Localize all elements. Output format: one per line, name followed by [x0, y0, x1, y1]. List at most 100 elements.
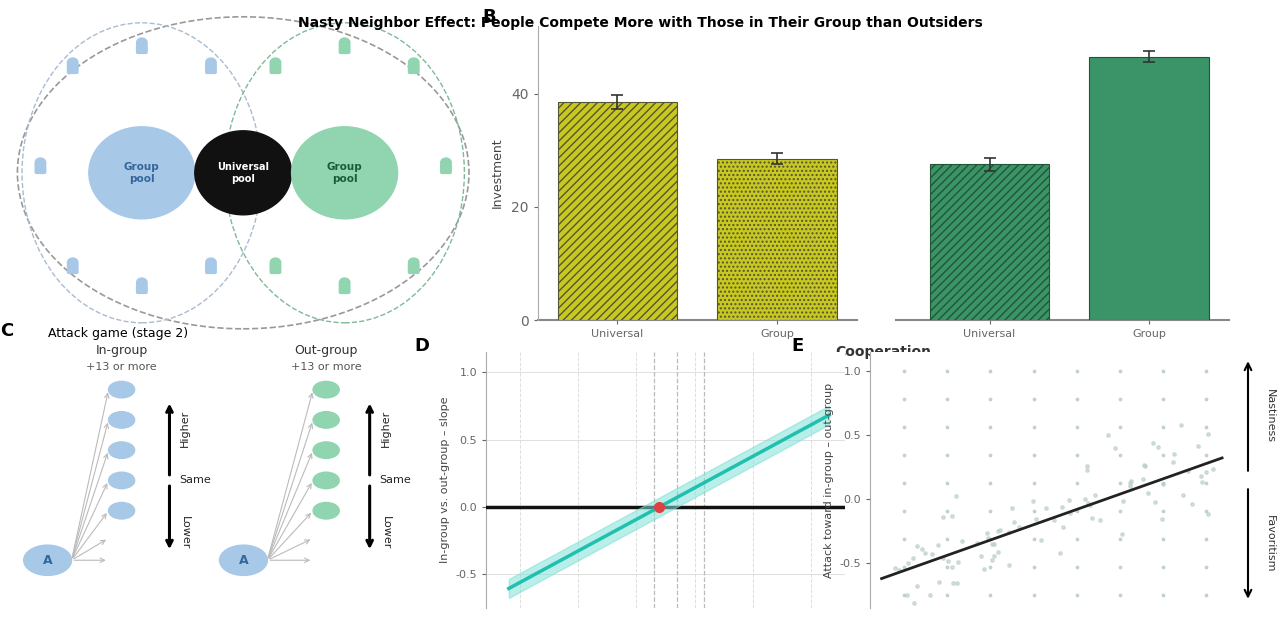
- Point: [1188, 441, 1208, 451]
- Text: Same: Same: [179, 476, 211, 486]
- FancyBboxPatch shape: [206, 64, 216, 74]
- Point: [901, 630, 922, 640]
- Text: Universal
pool: Universal pool: [218, 162, 269, 184]
- FancyBboxPatch shape: [270, 264, 280, 273]
- Y-axis label: Attack toward in-group – out-group: Attack toward in-group – out-group: [824, 383, 835, 577]
- Circle shape: [137, 38, 147, 47]
- Text: Lower: Lower: [180, 516, 191, 549]
- Point: [938, 556, 959, 566]
- Circle shape: [68, 58, 78, 67]
- Text: Higher: Higher: [180, 410, 191, 447]
- Point: [893, 614, 914, 625]
- Point: [974, 564, 995, 575]
- FancyBboxPatch shape: [408, 264, 419, 273]
- Point: [922, 549, 942, 559]
- Point: [1105, 442, 1125, 452]
- Point: [1075, 493, 1096, 504]
- Point: [1190, 471, 1211, 481]
- Point: [904, 554, 924, 564]
- Text: Out-group: Out-group: [294, 344, 358, 357]
- Text: +13 or more: +13 or more: [86, 362, 157, 372]
- Point: [970, 551, 991, 561]
- Point: [906, 581, 927, 591]
- Text: Higher: Higher: [380, 410, 390, 447]
- Text: A: A: [238, 554, 248, 567]
- Point: [983, 551, 1004, 561]
- Circle shape: [206, 58, 216, 67]
- Point: [998, 560, 1019, 570]
- Point: [1192, 477, 1212, 487]
- Y-axis label: In-group vs. out-group – slope: In-group vs. out-group – slope: [440, 397, 451, 563]
- Text: E: E: [791, 337, 804, 355]
- Point: [988, 526, 1009, 536]
- Point: [1043, 515, 1064, 525]
- Point: [1060, 508, 1080, 518]
- Circle shape: [339, 278, 349, 287]
- Circle shape: [314, 442, 339, 458]
- Circle shape: [440, 158, 452, 167]
- FancyBboxPatch shape: [206, 264, 216, 273]
- Bar: [929, 164, 1050, 320]
- Circle shape: [195, 131, 292, 215]
- X-axis label: Cooperation: Cooperation: [836, 344, 932, 358]
- Point: [1050, 548, 1070, 558]
- Point: [933, 511, 954, 522]
- Circle shape: [109, 381, 134, 398]
- Point: [998, 527, 1019, 537]
- Circle shape: [314, 472, 339, 489]
- Point: [904, 598, 924, 609]
- Point: [1078, 498, 1098, 508]
- Text: In-group: In-group: [96, 344, 147, 357]
- Point: [1080, 499, 1101, 509]
- Point: [906, 541, 927, 551]
- Circle shape: [292, 127, 398, 219]
- Circle shape: [408, 258, 419, 267]
- Point: [982, 555, 1002, 565]
- Point: [1009, 522, 1029, 532]
- Circle shape: [109, 472, 134, 489]
- Text: Group
pool: Group pool: [124, 162, 160, 184]
- Point: [1085, 490, 1106, 500]
- Text: B: B: [483, 8, 495, 26]
- Text: Favoritism: Favoritism: [1265, 515, 1275, 573]
- Point: [1025, 515, 1046, 525]
- Text: Same: Same: [379, 476, 411, 486]
- Text: D: D: [415, 337, 430, 355]
- Circle shape: [314, 412, 339, 428]
- Text: C: C: [0, 322, 13, 340]
- Point: [1198, 509, 1219, 519]
- Point: [1171, 420, 1192, 430]
- Circle shape: [206, 258, 216, 267]
- Point: [951, 536, 972, 546]
- Point: [1051, 502, 1071, 512]
- Point: [1153, 479, 1174, 490]
- Point: [1181, 499, 1202, 509]
- Text: Lower: Lower: [380, 516, 390, 549]
- Point: [920, 590, 941, 600]
- Text: Nastiness: Nastiness: [1265, 389, 1275, 443]
- Point: [942, 562, 963, 572]
- FancyBboxPatch shape: [35, 164, 46, 173]
- Circle shape: [339, 38, 349, 47]
- Circle shape: [408, 58, 419, 67]
- Point: [1120, 478, 1140, 488]
- Circle shape: [270, 58, 280, 67]
- Circle shape: [109, 442, 134, 458]
- Point: [977, 527, 997, 538]
- Point: [897, 589, 918, 600]
- Point: [1023, 497, 1043, 507]
- Point: [1120, 476, 1140, 486]
- Circle shape: [314, 381, 339, 398]
- Point: [942, 511, 963, 521]
- Point: [897, 557, 918, 568]
- Point: [1059, 495, 1079, 505]
- Point: [978, 533, 998, 543]
- Point: [1138, 488, 1158, 498]
- Point: [933, 552, 954, 563]
- Point: [1134, 461, 1155, 471]
- Circle shape: [137, 278, 147, 287]
- Point: [1036, 503, 1056, 513]
- Point: [947, 557, 968, 567]
- Point: [1178, 465, 1198, 476]
- Point: [1174, 490, 1194, 500]
